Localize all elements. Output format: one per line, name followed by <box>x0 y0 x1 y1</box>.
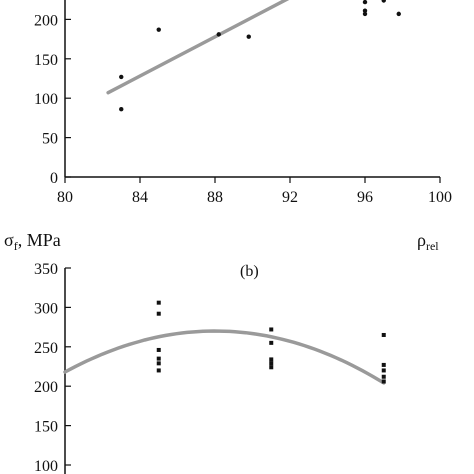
y-axis-title: σf, MPa <box>4 230 61 253</box>
y-tick-label-a: 100 <box>34 91 58 108</box>
data-point-b <box>156 311 161 316</box>
data-point-b <box>156 361 161 366</box>
data-point-a <box>119 74 124 80</box>
data-point-b <box>381 374 386 379</box>
fit-line-a <box>106 0 290 95</box>
data-point-b <box>156 300 161 305</box>
data-point-b <box>381 362 386 367</box>
x-axis-title: ρrel <box>417 230 439 253</box>
data-point-b <box>269 357 274 362</box>
x-tick-label-a: 96 <box>357 189 373 206</box>
x-tick-label-a: 88 <box>207 189 223 206</box>
x-tick-label-a: 100 <box>428 189 452 206</box>
data-point-b <box>381 332 386 337</box>
chart-panel-b: σf, MPa (b) 100 150 200 250 300 350 <box>4 230 386 474</box>
data-point-a <box>362 11 368 17</box>
data-point-b <box>269 340 274 345</box>
y-tick-label-b: 200 <box>34 379 58 396</box>
data-point-a <box>362 8 368 13</box>
data-point-b <box>269 327 274 332</box>
data-point-b <box>269 361 274 366</box>
data-point-b <box>156 356 161 361</box>
data-point-b <box>381 368 386 373</box>
data-point-a <box>119 107 124 112</box>
x-axis-title-subscript: rel <box>426 239 439 253</box>
y-tick-label-a: 0 <box>50 170 58 187</box>
y-tick-label-b: 100 <box>34 458 58 474</box>
y-tick-label-a: 150 <box>34 52 58 69</box>
x-tick-label-a: 92 <box>282 189 298 206</box>
data-point-a <box>246 34 251 39</box>
data-point-b <box>156 368 161 373</box>
y-axis-title-subscript: f <box>14 239 18 253</box>
data-point-b <box>381 379 386 384</box>
panel-label-b: (b) <box>240 263 259 280</box>
y-tick-label-a: 50 <box>42 131 58 148</box>
y-tick-label-a: 200 <box>34 12 58 29</box>
x-axis-title-symbol: ρ <box>417 230 426 250</box>
data-point-a <box>362 0 368 5</box>
y-axis-title-unit: , MPa <box>18 230 61 250</box>
y-tick-label-b: 300 <box>34 300 58 317</box>
fit-curve-b <box>63 329 386 385</box>
data-point-b <box>269 365 274 370</box>
y-tick-label-b: 350 <box>34 261 58 278</box>
y-tick-label-b: 150 <box>34 419 58 436</box>
data-point-b <box>156 347 161 352</box>
data-point-a <box>396 11 401 17</box>
x-tick-label-a: 80 <box>57 189 73 206</box>
y-tick-label-b: 250 <box>34 340 58 357</box>
y-axis-title-symbol: σ <box>4 230 14 250</box>
x-tick-label-a: 84 <box>132 189 148 206</box>
data-point-a <box>381 0 386 3</box>
data-point-a <box>156 27 161 32</box>
data-point-a <box>216 32 221 37</box>
chart-panel-a: 0 50 100 150 200 80 84 88 92 96 100 ρrel <box>34 0 452 253</box>
